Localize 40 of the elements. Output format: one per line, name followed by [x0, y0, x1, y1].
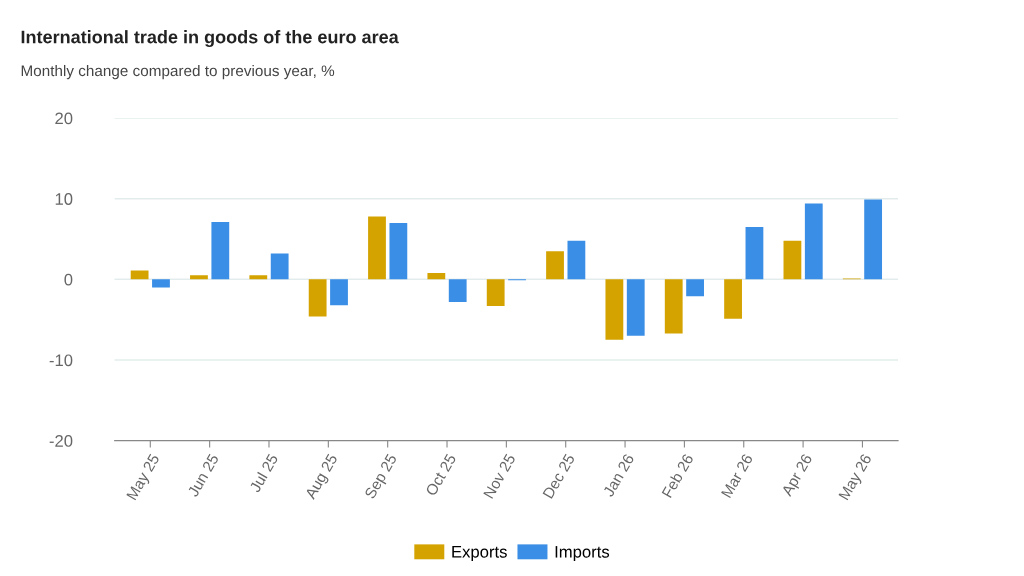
bar: [448, 279, 467, 302]
bar: [686, 279, 704, 297]
chart-title: International trade in goods of the euro area: [21, 30, 399, 48]
bar: [211, 222, 230, 280]
x-tick-label: Jun 25: [187, 453, 220, 498]
x-tick-label: Feb 26: [661, 453, 694, 499]
legend-label: Imports: [555, 546, 610, 561]
x-tick-label: Oct 25: [425, 453, 457, 497]
x-tick-label: Jul 25: [248, 453, 279, 494]
bar: [427, 272, 446, 280]
y-tick-label: -10: [49, 354, 73, 367]
legend-label: Exports: [452, 546, 507, 561]
bar: [130, 270, 149, 280]
bar: [804, 203, 823, 280]
bar: [626, 279, 645, 336]
bar: [249, 275, 268, 280]
bar: [308, 279, 327, 317]
y-tick-label: 0: [64, 273, 73, 286]
bar: [546, 251, 564, 280]
bar: [664, 279, 683, 334]
bar: [745, 226, 764, 280]
bar: [864, 199, 883, 280]
bar: [783, 240, 802, 280]
x-tick-label: Jan 26: [602, 453, 635, 498]
bar: [368, 216, 386, 280]
bar: [486, 279, 505, 306]
bar: [152, 279, 170, 288]
y-tick-label: -20: [49, 435, 73, 447]
bar: [270, 253, 289, 280]
bar: [190, 275, 208, 280]
y-tick-label: 20: [55, 112, 73, 125]
bar: [605, 279, 624, 340]
x-tick-label: Apr 26: [780, 453, 816, 499]
bar: [330, 279, 348, 306]
bar: [389, 222, 408, 280]
chart-subtitle: Monthly change compared to previous year, %: [21, 64, 335, 80]
y-tick-label: 10: [55, 193, 73, 205]
x-tick-label: Sep 25: [364, 453, 400, 501]
bar: [567, 240, 586, 280]
bar: [724, 279, 742, 319]
